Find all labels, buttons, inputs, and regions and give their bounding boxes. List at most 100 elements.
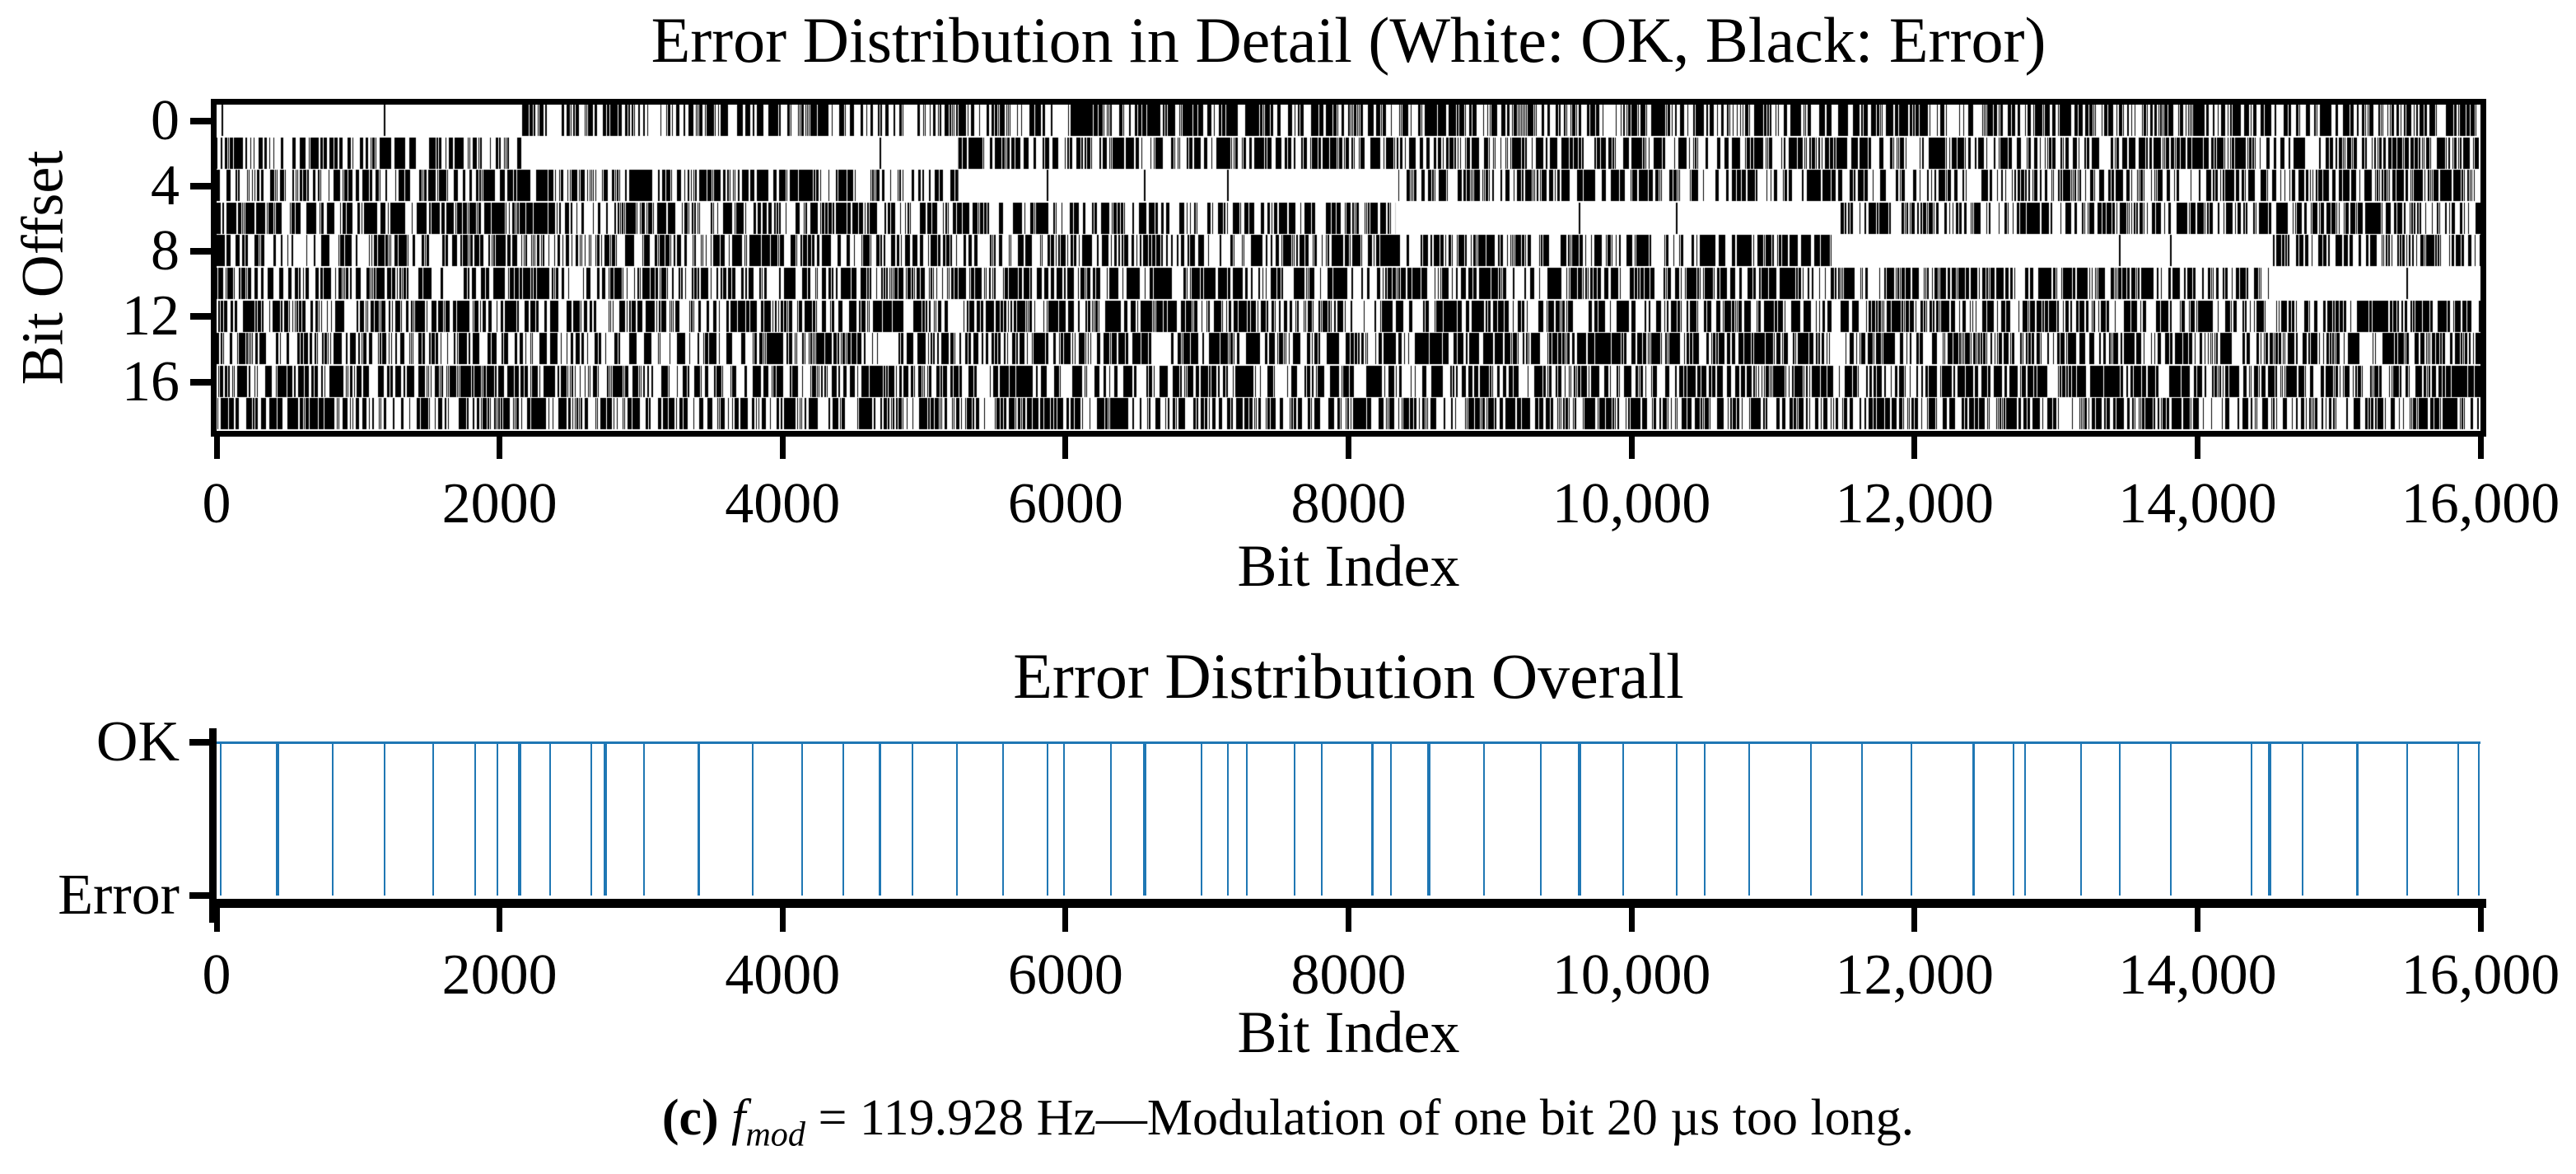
detail-x-tick <box>1911 437 1918 459</box>
error-spike <box>1294 742 1296 896</box>
ok-baseline <box>217 741 2480 744</box>
error-spike <box>1540 742 1542 896</box>
overall-x-tick <box>1346 908 1351 932</box>
overall-x-tick <box>2477 908 2484 932</box>
detail-x-axis-label: Bit Index <box>1237 533 1460 599</box>
detail-x-tick-label: 6000 <box>1007 472 1123 536</box>
figure-caption: (c) fmod = 119.928 Hz—Modulation of one … <box>0 1089 2576 1154</box>
error-spike <box>2301 742 2303 896</box>
error-spike <box>1046 742 1048 896</box>
error-spike <box>1483 742 1486 896</box>
overall-bottom-spine <box>209 899 2486 908</box>
detail-x-tick-label: 16,000 <box>2401 472 2560 536</box>
overall-x-tick-label: 4000 <box>725 943 841 1007</box>
error-spike <box>1063 742 1066 896</box>
detail-x-tick-label: 4000 <box>725 472 841 536</box>
error-spike <box>1748 742 1750 896</box>
detail-x-tick <box>1062 437 1069 459</box>
detail-x-tick <box>1628 437 1635 459</box>
error-spike <box>2406 742 2408 896</box>
overall-x-tick-label: 10,000 <box>1552 943 1711 1007</box>
detail-y-tick <box>190 248 211 255</box>
error-spike <box>1577 742 1581 896</box>
overall-x-tick-label: 6000 <box>1007 943 1123 1007</box>
error-spike <box>1200 742 1202 896</box>
error-spike <box>474 742 477 896</box>
error-spike <box>879 742 882 896</box>
overall-x-tick <box>2194 908 2200 932</box>
detail-y-axis-label: Bit Offset <box>9 150 76 386</box>
error-spike <box>432 742 434 896</box>
overall-x-tick <box>213 908 220 932</box>
error-spike <box>842 742 845 896</box>
caption-f-subscript: mod <box>745 1115 805 1154</box>
error-spike <box>2356 742 2359 896</box>
error-spike <box>1861 742 1864 896</box>
detail-y-tick <box>190 313 211 320</box>
error-spike <box>517 742 521 896</box>
error-spike <box>331 742 334 896</box>
detail-x-tick <box>779 437 786 459</box>
overall-x-tick <box>1911 908 1918 932</box>
error-spike <box>912 742 914 896</box>
error-spike <box>497 742 499 896</box>
overall-y-tick-label: Error <box>58 863 180 927</box>
detail-y-tick-label: 8 <box>151 219 180 283</box>
overall-x-tick <box>1628 908 1635 932</box>
overall-x-tick-label: 14,000 <box>2118 943 2277 1007</box>
error-spike <box>1245 742 1248 896</box>
overall-y-tick <box>189 739 210 746</box>
detail-y-tick-label: 12 <box>122 284 180 348</box>
detail-y-tick <box>190 183 211 189</box>
detail-chart-title: Error Distribution in Detail (White: OK,… <box>651 4 2046 76</box>
error-spike <box>1704 742 1706 896</box>
caption-f-symbol: f <box>731 1090 746 1146</box>
error-spike <box>2080 742 2083 896</box>
overall-x-tick-label: 0 <box>202 943 231 1007</box>
detail-x-tick <box>2477 437 2484 459</box>
detail-y-tick-label: 16 <box>122 349 180 414</box>
error-spike <box>2478 742 2480 896</box>
error-spike <box>1390 742 1393 896</box>
error-spike <box>2250 742 2252 896</box>
error-spike <box>2457 742 2459 896</box>
error-spike <box>604 742 608 896</box>
detail-x-tick-label: 10,000 <box>1552 472 1711 536</box>
overall-x-tick-label: 16,000 <box>2401 943 2560 1007</box>
detail-x-tick-label: 14,000 <box>2118 472 2277 536</box>
overall-y-tick <box>189 892 210 899</box>
detail-x-tick <box>497 437 503 459</box>
overall-y-tick-label: OK <box>96 710 180 774</box>
error-spike <box>2118 742 2121 896</box>
error-spike <box>698 742 701 896</box>
error-spike <box>1109 742 1112 896</box>
detail-x-tick <box>2194 437 2200 459</box>
overall-x-tick-label: 8000 <box>1290 943 1407 1007</box>
error-spike <box>1676 742 1678 896</box>
caption-label: (c) <box>661 1090 719 1146</box>
overall-x-tick <box>779 908 786 932</box>
error-spike <box>1320 742 1323 896</box>
error-spike <box>590 742 593 896</box>
error-heatmap <box>217 105 2480 431</box>
error-spike <box>2267 742 2271 896</box>
error-spike <box>384 742 386 896</box>
error-spike <box>801 742 804 896</box>
error-spike <box>276 742 280 896</box>
error-spike <box>955 742 958 896</box>
error-spike <box>2013 742 2015 896</box>
error-spike <box>1371 742 1374 896</box>
detail-x-tick-label: 8000 <box>1290 472 1407 536</box>
error-spike <box>1911 742 1913 896</box>
caption-text: = 119.928 Hz—Modulation of one bit 20 µs… <box>805 1090 1915 1146</box>
error-spike <box>1143 742 1147 896</box>
detail-x-tick <box>213 437 220 459</box>
error-spike <box>2023 742 2026 896</box>
detail-x-tick-label: 12,000 <box>1835 472 1995 536</box>
detail-y-tick <box>190 117 211 124</box>
error-spike <box>752 742 754 896</box>
error-spike <box>220 742 222 896</box>
detail-y-tick-label: 0 <box>151 88 180 152</box>
detail-x-tick <box>1346 437 1351 459</box>
